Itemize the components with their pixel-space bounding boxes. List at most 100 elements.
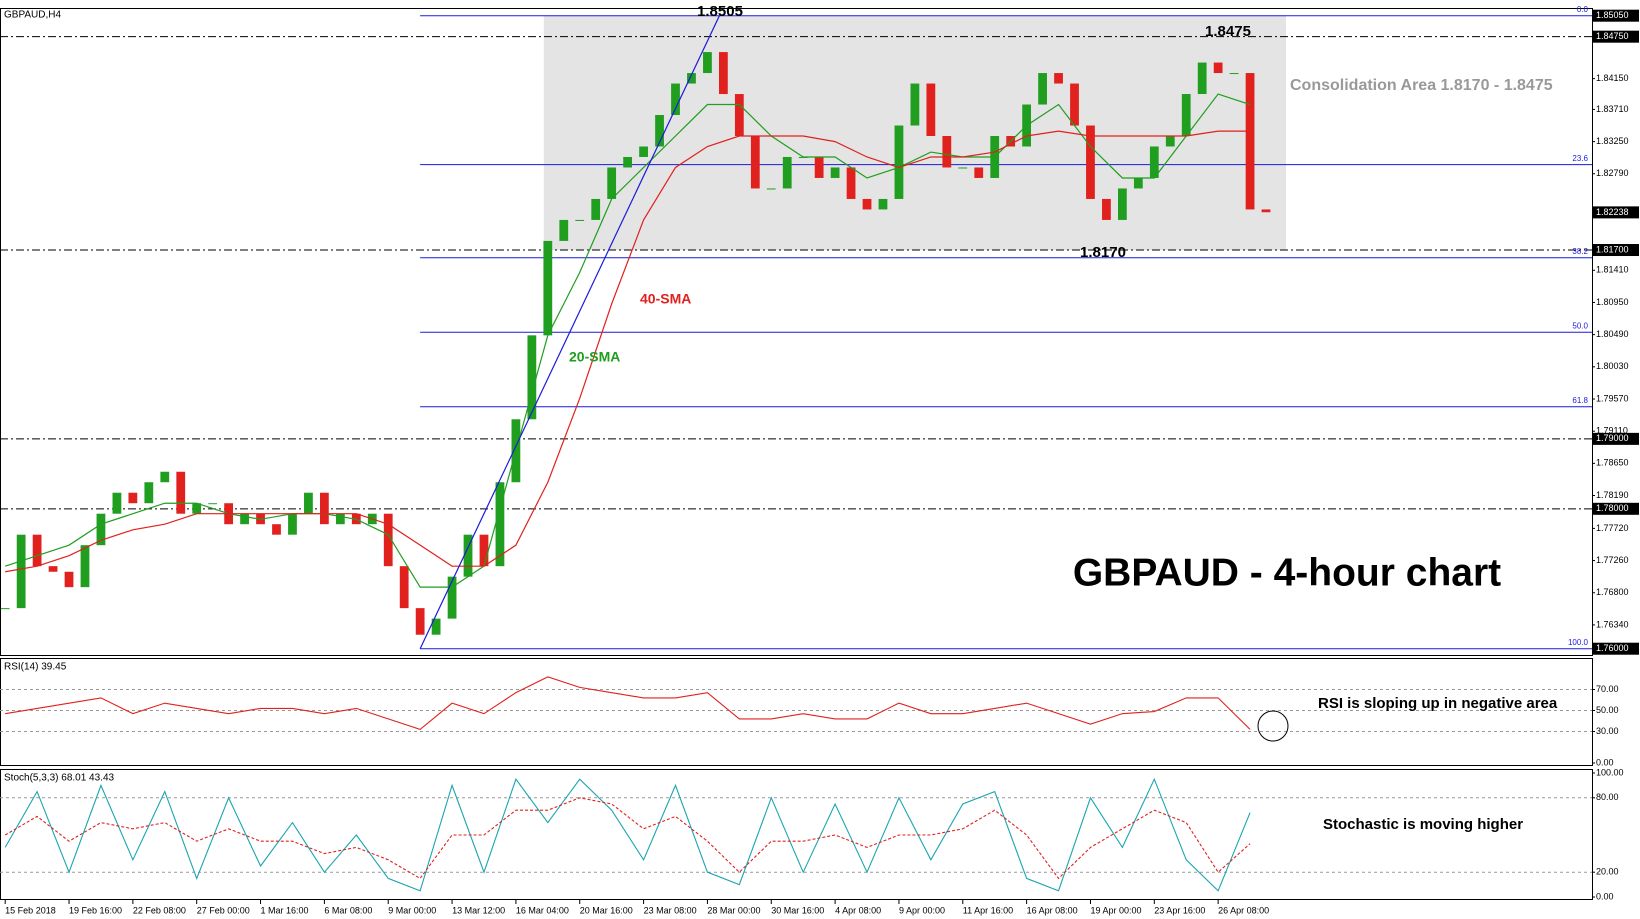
rsi-panel	[0, 658, 1593, 766]
y-tick-label: 1.76800	[1596, 587, 1629, 597]
price-mark-box	[1593, 9, 1639, 22]
x-tick-label: 30 Mar 16:00	[771, 905, 824, 915]
price-mark-box	[1593, 244, 1639, 257]
x-tick-label: 1 Mar 16:00	[261, 905, 309, 915]
plot-layer: 0.0 23.6 38.2 50.0 61.8 100.0 1.84150 1.83710 1.…	[0, 5, 1639, 915]
y-tick-label: 80.00	[1596, 792, 1619, 802]
x-tick-label: 27 Feb 00:00	[197, 905, 250, 915]
trend-line	[419, 15, 720, 649]
candle	[846, 167, 856, 199]
fib-label: 23.6	[1572, 154, 1588, 163]
candle	[16, 534, 26, 609]
rsi-title: RSI(14) 39.45	[4, 662, 67, 673]
candle	[543, 240, 553, 336]
candle	[1149, 146, 1159, 178]
candle	[894, 125, 904, 199]
annotation: 1.8170	[1080, 244, 1126, 261]
x-tick-label: 11 Apr 16:00	[963, 905, 1013, 915]
candle	[64, 571, 74, 588]
fib-label: 50.0	[1572, 321, 1588, 330]
highlight-circle	[1257, 710, 1289, 742]
candle	[942, 136, 952, 168]
candle	[319, 492, 329, 525]
sma-label: 20-SMA	[569, 349, 620, 365]
price-mark-label: 1.81700	[1596, 244, 1629, 254]
sma-label: 40-SMA	[640, 291, 691, 307]
x-tick-label: 16 Mar 04:00	[516, 905, 569, 915]
candle	[1133, 177, 1143, 189]
x-tick-label: 19 Feb 16:00	[69, 905, 122, 915]
y-tick-label: 0.00	[1596, 757, 1614, 767]
candle	[431, 618, 441, 635]
price-mark-label: 1.82238	[1596, 207, 1629, 217]
y-tick-label: 1.82790	[1596, 168, 1629, 178]
candle	[623, 156, 633, 168]
candle	[1197, 62, 1207, 95]
candle	[1070, 83, 1079, 126]
candle	[1261, 209, 1271, 213]
sma-line	[4, 93, 1251, 588]
candle	[703, 52, 712, 74]
candle	[974, 167, 984, 178]
candle	[96, 513, 106, 546]
y-tick-label: 70.00	[1596, 684, 1619, 694]
x-tick-label: 20 Mar 16:00	[580, 905, 633, 915]
candle	[958, 167, 968, 169]
stoch-note: Stochastic is moving higher	[1323, 816, 1523, 833]
candle	[176, 471, 186, 514]
sma-line	[5, 130, 1251, 573]
x-tick-label: 22 Feb 08:00	[133, 905, 186, 915]
candle	[750, 136, 760, 189]
price-mark-box	[1593, 502, 1639, 515]
candle	[1165, 136, 1175, 147]
candle	[782, 156, 792, 189]
x-tick-label: 4 Apr 08:00	[835, 905, 881, 915]
fib-label: 61.8	[1572, 396, 1588, 405]
y-tick-label: 100.00	[1596, 767, 1624, 777]
candle	[447, 576, 457, 619]
stoch-panel	[0, 769, 1593, 900]
candle	[559, 219, 569, 241]
candle	[687, 73, 696, 84]
annotation: 1.8505	[697, 3, 743, 20]
candle	[160, 471, 170, 483]
x-tick-label: 23 Mar 08:00	[644, 905, 697, 915]
candle	[208, 503, 218, 505]
candle	[479, 534, 489, 567]
candle	[1038, 73, 1047, 105]
candle	[1117, 188, 1127, 220]
candle	[192, 503, 202, 514]
candle	[1213, 62, 1223, 74]
x-tick-label: 28 Mar 00:00	[707, 905, 760, 915]
y-tick-label: 1.76340	[1596, 619, 1629, 629]
candle	[144, 482, 154, 504]
candle	[766, 188, 776, 190]
price-mark-box	[1593, 432, 1639, 445]
candle	[399, 566, 409, 609]
candle	[878, 198, 888, 210]
candle	[32, 534, 42, 567]
y-tick-label: 1.80030	[1596, 361, 1629, 371]
candle	[527, 335, 537, 420]
candle	[910, 83, 920, 126]
stoch-title: Stoch(5,3,3) 68.01 43.43	[4, 773, 115, 784]
y-tick-label: 1.77720	[1596, 523, 1629, 533]
candle	[335, 513, 345, 525]
candle	[0, 608, 10, 610]
candle	[415, 608, 425, 635]
y-tick-label: 1.80490	[1596, 329, 1629, 339]
x-tick-label: 9 Mar 00:00	[388, 905, 436, 915]
y-tick-label: 1.84150	[1596, 73, 1629, 83]
candle	[1086, 125, 1095, 199]
candle	[1229, 73, 1239, 75]
candle	[591, 198, 601, 220]
indicator-line	[4, 797, 1251, 880]
candle	[1054, 73, 1063, 84]
x-tick-label: 23 Apr 16:00	[1154, 905, 1205, 915]
fib-label: 0.0	[1577, 5, 1589, 14]
x-tick-label: 16 Apr 08:00	[1027, 905, 1078, 915]
y-tick-label: 1.79570	[1596, 393, 1629, 403]
y-tick-label: 50.00	[1596, 705, 1619, 715]
y-tick-label: 1.80950	[1596, 297, 1629, 307]
